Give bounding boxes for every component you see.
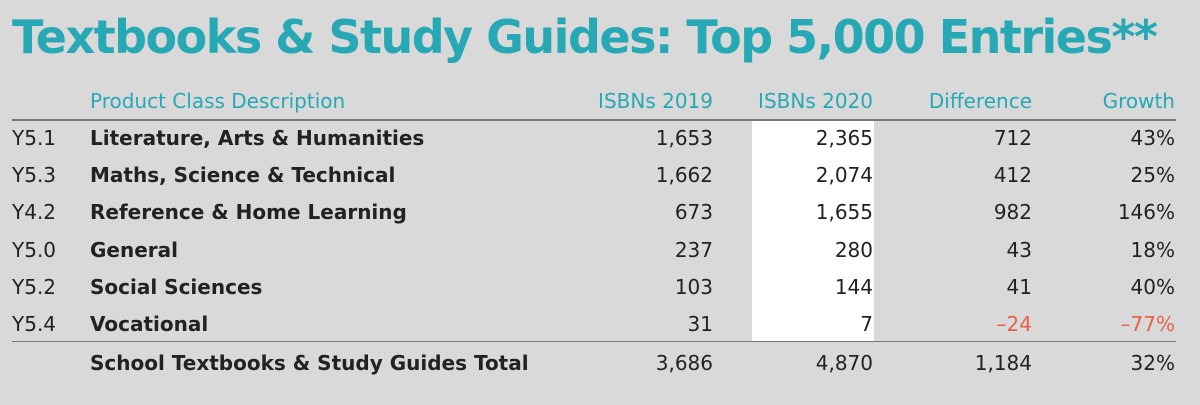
total-y2019: 3,686 bbox=[655, 351, 713, 375]
row-growth: 25% bbox=[1130, 163, 1175, 188]
row-growth: –77% bbox=[1120, 312, 1175, 336]
row-code: Y5.4 bbox=[12, 312, 57, 336]
row-y2019: 103 bbox=[674, 274, 713, 299]
total-growth: 32% bbox=[1130, 351, 1175, 375]
header-description: Product Class Description bbox=[90, 89, 346, 113]
row-diff: 712 bbox=[993, 126, 1032, 150]
row-diff: 412 bbox=[993, 163, 1032, 188]
row-diff: 43 bbox=[1006, 237, 1032, 262]
row-growth: 43% bbox=[1130, 126, 1175, 150]
header-isbns-2020: ISBNs 2020 bbox=[758, 89, 873, 113]
row-growth: 40% bbox=[1130, 274, 1175, 299]
header-isbns-2019: ISBNs 2019 bbox=[598, 89, 713, 113]
row-diff: 982 bbox=[993, 200, 1032, 225]
header-growth: Growth bbox=[1102, 89, 1175, 113]
row-code: Y5.1 bbox=[12, 126, 57, 150]
row-code: Y4.2 bbox=[12, 200, 57, 225]
row-y2019: 673 bbox=[674, 200, 713, 225]
row-code: Y5.3 bbox=[12, 163, 57, 188]
page-title: Textbooks & Study Guides: Top 5,000 Entr… bbox=[12, 10, 1158, 64]
row-y2019: 1,653 bbox=[655, 126, 713, 150]
row-desc: Maths, Science & Technical bbox=[90, 163, 396, 188]
row-y2020: 2,365 bbox=[815, 126, 873, 150]
total-divider bbox=[12, 341, 1176, 342]
total-y2020: 4,870 bbox=[815, 351, 873, 375]
header-divider bbox=[12, 119, 1176, 121]
row-y2019: 1,662 bbox=[655, 163, 713, 188]
row-desc: General bbox=[90, 237, 178, 262]
row-y2019: 31 bbox=[687, 312, 713, 336]
row-growth: 18% bbox=[1130, 237, 1175, 262]
row-y2020: 1,655 bbox=[815, 200, 873, 225]
row-y2020: 144 bbox=[834, 274, 873, 299]
row-y2020: 7 bbox=[860, 312, 873, 336]
row-diff: –24 bbox=[996, 312, 1032, 336]
row-desc: Vocational bbox=[90, 312, 209, 336]
row-y2020: 2,074 bbox=[815, 163, 873, 188]
row-desc: Social Sciences bbox=[90, 274, 263, 299]
row-code: Y5.2 bbox=[12, 274, 57, 299]
total-desc: School Textbooks & Study Guides Total bbox=[90, 351, 529, 375]
header-difference: Difference bbox=[928, 89, 1032, 113]
row-diff: 41 bbox=[1006, 274, 1032, 299]
row-y2020: 280 bbox=[834, 237, 873, 262]
row-y2019: 237 bbox=[674, 237, 713, 262]
row-code: Y5.0 bbox=[12, 237, 57, 262]
row-desc: Reference & Home Learning bbox=[90, 200, 407, 225]
isbns-2020-highlight-column bbox=[752, 121, 874, 342]
row-desc: Literature, Arts & Humanities bbox=[90, 126, 425, 150]
total-diff: 1,184 bbox=[974, 351, 1032, 375]
row-growth: 146% bbox=[1117, 200, 1175, 225]
